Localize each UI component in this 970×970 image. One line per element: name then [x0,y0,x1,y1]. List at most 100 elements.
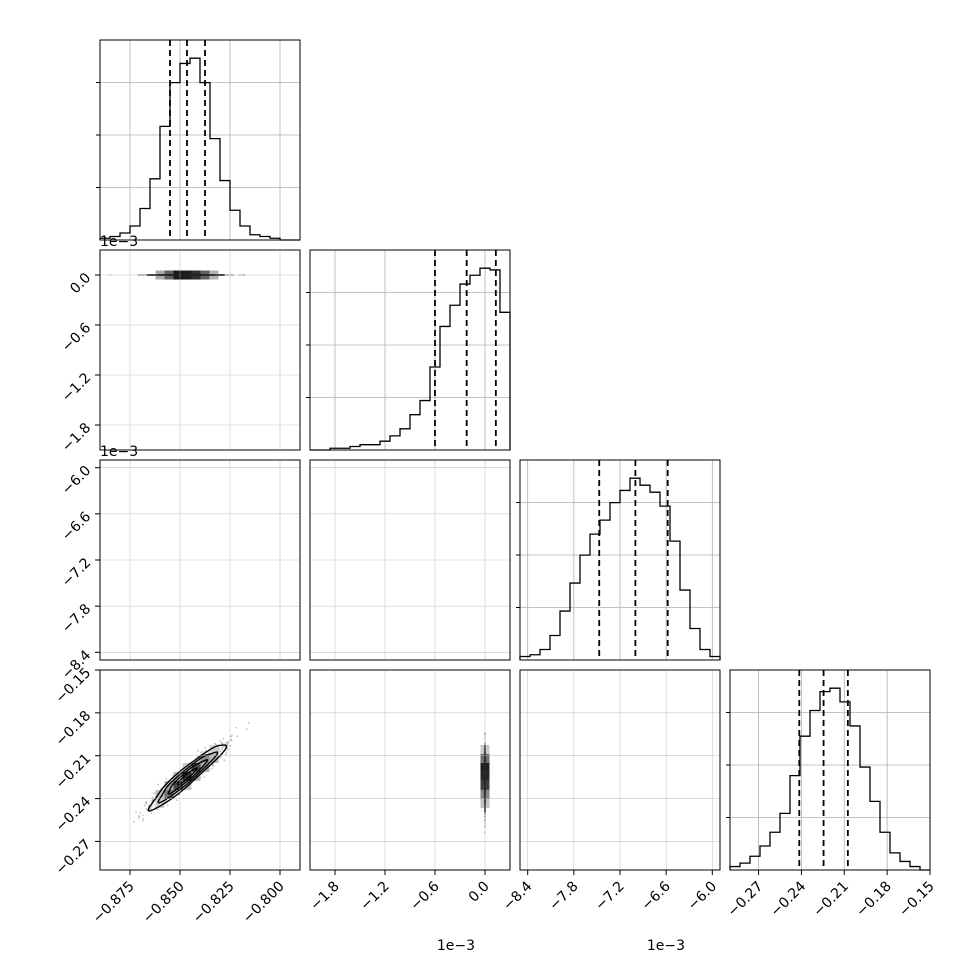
scatter-point [179,6,181,8]
scatter-point [484,6,486,8]
scatter-point [484,6,486,8]
scatter-point [165,6,167,8]
scatter-point [207,6,209,8]
scatter-point [188,6,190,8]
scatter-point [179,6,181,8]
scatter-point [194,6,196,8]
scatter-point [484,6,486,8]
scatter-point [175,799,178,802]
scatter-point [161,6,163,8]
y-tick-label-1-m1p8: −1.8 [59,420,94,455]
scatter-point [484,6,486,8]
scatter-point [221,6,223,8]
scatter-point [185,6,187,8]
scatter-point [484,6,486,8]
scatter-point [181,6,183,8]
scatter-point [484,6,486,8]
scatter-point [484,6,486,8]
scatter-point [167,6,169,8]
scatter-point [484,6,486,8]
scatter-point [484,6,486,8]
scatter-point [176,6,178,8]
scatter-point [159,6,161,8]
scatter-point [484,6,486,8]
scatter-point [484,6,486,8]
scatter-point [195,6,197,8]
scatter-point [484,6,486,8]
scatter-point [484,6,486,8]
scatter-point [182,6,184,8]
scatter-point [204,6,206,8]
scatter-point [206,6,208,8]
scatter-point [161,6,163,8]
scatter-point [205,6,207,8]
scatter-point [484,6,486,8]
scatter-point [484,6,486,8]
scatter-point [484,6,486,8]
scatter-point [160,6,162,8]
scatter-point [193,6,195,8]
scatter-point [484,6,486,8]
scatter-point [484,6,486,8]
scatter-point [174,6,176,8]
scatter-point [203,776,206,778]
scatter-point [220,6,222,8]
scatter-point [175,6,177,8]
scatter-point [484,6,486,8]
scatter-point [157,6,159,8]
scatter-point [484,6,486,8]
scatter-point [163,6,165,8]
scatter-point [231,6,233,8]
scatter-point [195,6,197,8]
scatter-point [484,6,486,8]
scatter-point [484,6,486,8]
scatter-point [212,6,214,8]
scatter-point [217,6,219,8]
scatter-point [196,6,198,8]
scatter-point [484,6,486,8]
scatter-point [484,6,486,8]
scatter-point [243,6,245,8]
scatter-point [161,6,163,8]
scatter-point [484,6,486,8]
scatter-point [163,6,165,8]
scatter-point [175,6,177,8]
scatter-point [218,6,220,8]
scatter-point [203,6,205,8]
scatter-point [484,6,486,8]
scatter-point [484,6,486,8]
scatter-point [202,6,204,8]
scatter-point [484,6,486,8]
scatter-point [484,6,486,8]
scatter-point [173,6,175,8]
scatter-point [176,6,178,8]
scatter-point [193,6,195,8]
scatter-point [189,6,191,8]
scatter-point [484,6,486,8]
scatter-point [182,6,184,8]
scatter-point [196,6,198,8]
scatter-point [181,6,183,8]
scatter-point [198,759,201,762]
scatter-point [173,6,175,8]
scatter-point [168,6,170,8]
scatter-point [169,6,171,8]
scatter-point [484,6,486,8]
scatter-point [214,6,216,8]
scatter-point [484,6,486,8]
scatter-point [484,6,486,8]
scatter-point [178,6,180,8]
scatter-point [484,6,486,8]
scatter-point [207,6,209,8]
panel-content [132,722,250,823]
scatter-point [191,6,193,8]
scatter-point [484,6,486,8]
scatter-point [484,6,486,8]
scatter-point [484,6,486,8]
scatter-point [199,6,201,8]
axes-frame [309,669,511,871]
scatter-point [484,6,486,8]
scatter-point [167,6,169,8]
scatter-point [484,6,486,8]
scatter-point [484,6,486,8]
